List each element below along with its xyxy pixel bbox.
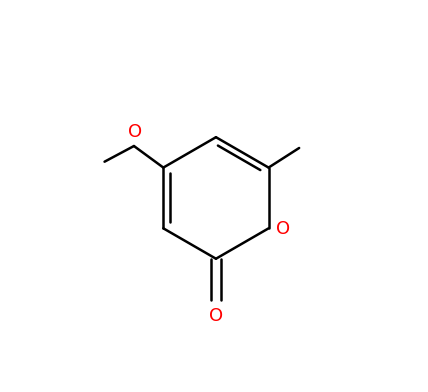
Text: O: O bbox=[276, 220, 290, 238]
Text: O: O bbox=[128, 123, 142, 141]
Text: O: O bbox=[209, 307, 223, 325]
